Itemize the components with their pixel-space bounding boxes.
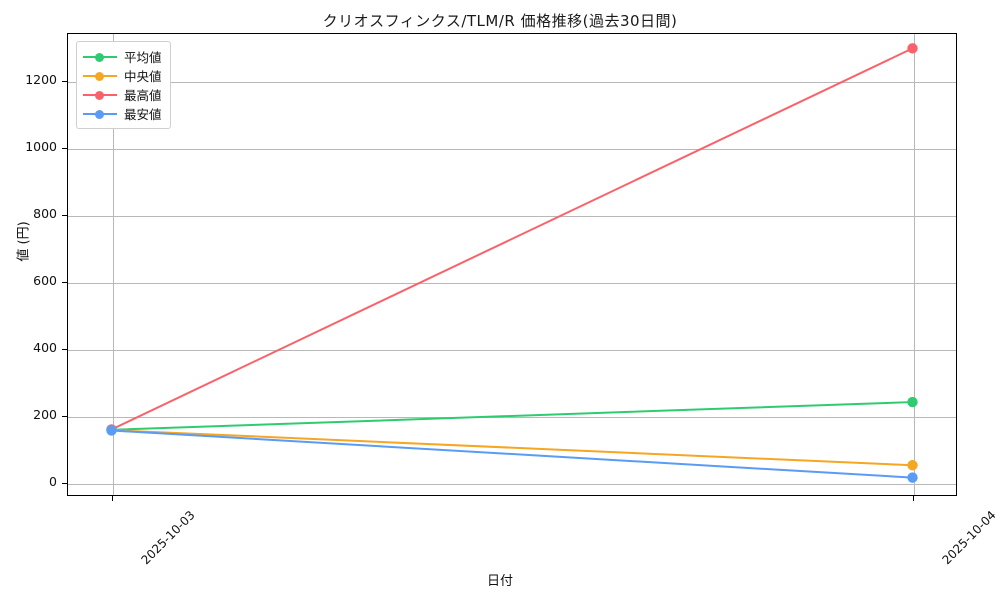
gridline-horizontal	[68, 283, 956, 285]
legend-item[interactable]: 最安値	[83, 104, 162, 123]
x-axis-title: 日付	[486, 574, 513, 589]
legend-item-label: 最安値	[124, 107, 162, 122]
gridline-horizontal	[68, 216, 956, 218]
y-tick-mark	[62, 482, 67, 484]
y-tick-label: 0	[49, 473, 57, 489]
y-tick-label: 400	[33, 339, 57, 355]
x-tick-mark	[912, 496, 914, 501]
y-tick-mark	[62, 282, 67, 284]
legend-item[interactable]: 最高値	[83, 85, 162, 104]
chart-title: クリオスフィンクス/TLM/R 価格推移(過去30日間)	[322, 12, 678, 30]
x-tick-mark	[111, 496, 113, 501]
legend-marker-icon	[83, 88, 117, 102]
chart-legend: 平均値中央値最高値最安値	[76, 41, 171, 129]
legend-item-label: 中央値	[124, 69, 162, 84]
y-tick-label: 1000	[25, 139, 57, 155]
gridline-horizontal	[68, 483, 956, 485]
y-tick-mark	[62, 215, 67, 217]
x-tick-label: 2025-10-03	[137, 508, 198, 568]
legend-item[interactable]: 中央値	[83, 66, 162, 85]
y-tick-mark	[62, 81, 67, 83]
gridline-horizontal	[68, 149, 956, 151]
y-tick-label: 1200	[25, 72, 57, 88]
legend-item-label: 最高値	[124, 88, 162, 103]
y-tick-mark	[62, 148, 67, 150]
legend-item[interactable]: 平均値	[83, 47, 162, 66]
y-tick-label: 600	[33, 273, 57, 289]
gridline-horizontal	[68, 349, 956, 351]
gridline-vertical	[913, 34, 915, 495]
gridline-horizontal	[68, 82, 956, 84]
legend-marker-icon	[83, 50, 117, 64]
y-tick-label: 800	[33, 206, 57, 222]
plot-area	[67, 33, 957, 496]
legend-marker-icon	[83, 107, 117, 121]
legend-item-label: 平均値	[124, 50, 162, 65]
legend-marker-icon	[83, 69, 117, 83]
gridline-horizontal	[68, 416, 956, 418]
y-tick-mark	[62, 348, 67, 350]
x-tick-label: 2025-10-04	[938, 508, 999, 568]
y-tick-mark	[62, 415, 67, 417]
y-tick-label: 200	[33, 406, 57, 422]
